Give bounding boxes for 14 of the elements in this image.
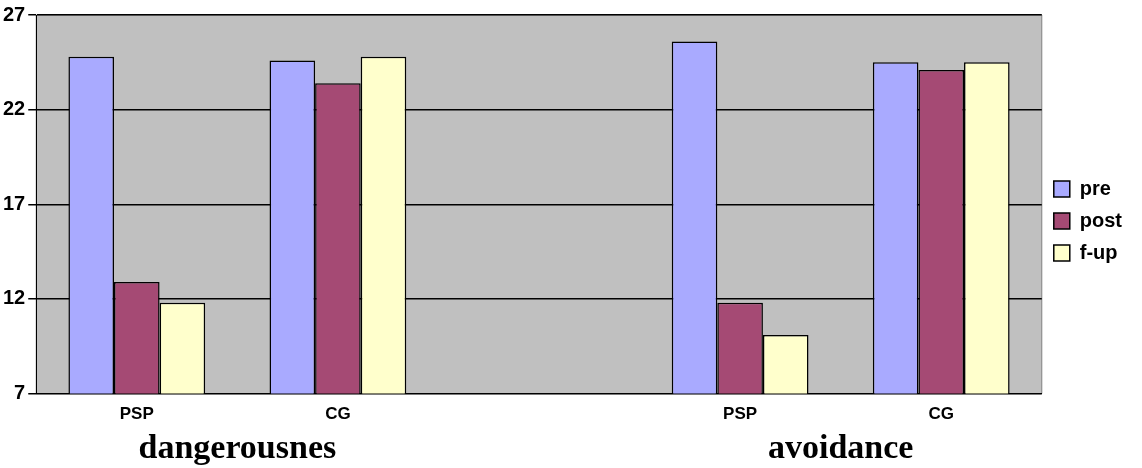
y-tick-label: 22 bbox=[3, 97, 26, 120]
text: avoidance bbox=[767, 427, 914, 465]
legend-label: f-up bbox=[1079, 240, 1118, 263]
y-tick-label: 27 bbox=[3, 2, 26, 25]
y-tick-label: 12 bbox=[3, 286, 26, 309]
y-tick-label: 7 bbox=[14, 381, 26, 404]
x-tick-label: PSP bbox=[723, 404, 758, 424]
x-tick-label: PSP bbox=[119, 404, 154, 424]
x-tick-label: CG bbox=[325, 404, 351, 424]
legend-label: pre bbox=[1079, 176, 1111, 199]
x-tick-label: CG bbox=[928, 404, 954, 424]
legend-label: post bbox=[1079, 208, 1123, 231]
y-tick-label: 17 bbox=[3, 191, 26, 214]
text: dangerousnes bbox=[138, 427, 337, 465]
